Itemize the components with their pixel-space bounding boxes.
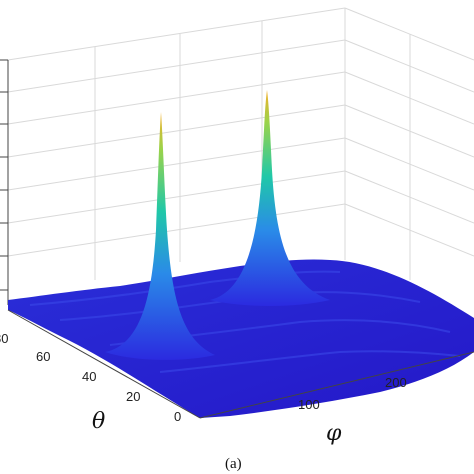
theta-tick-80: 80 [0,331,8,346]
theta-tick-60: 60 [36,349,50,364]
phi-axis-line [199,351,474,419]
phi-tick-labels: 100 200 [298,375,407,412]
peak-1 [105,112,215,360]
theta-tick-0: 0 [174,409,181,424]
theta-tick-labels: 80 60 40 20 0 [0,331,181,424]
theta-tick-40: 40 [82,369,96,384]
grid-lines [7,7,474,300]
surface-floor [8,259,474,418]
phi-tick-100: 100 [298,397,320,412]
theta-axis-line [7,309,201,419]
figure-caption: (a) [225,456,242,472]
theta-axis-label: θ [92,409,105,434]
z-axis-ticks [0,59,9,305]
peak-2 [210,90,330,306]
phi-tick-200: 200 [385,375,407,390]
theta-tick-20: 20 [126,389,140,404]
phi-axis-label: φ [326,421,342,446]
